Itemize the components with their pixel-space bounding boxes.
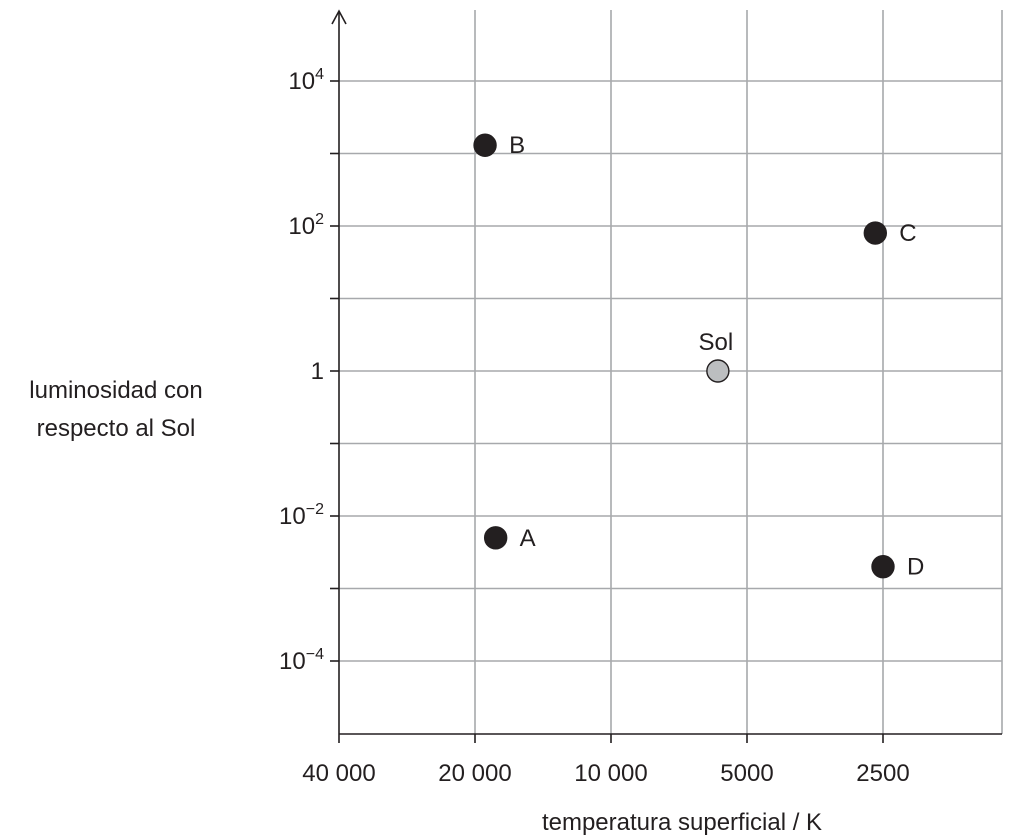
x-tick-label: 20 000 xyxy=(438,760,511,787)
y-tick-label: 104 xyxy=(288,66,324,95)
point-c xyxy=(863,221,888,245)
point-label-d: D xyxy=(907,554,924,581)
x-tick-label: 40 000 xyxy=(302,760,375,787)
x-tick-labels: 40 000 20 000 10 000 5000 2500 xyxy=(302,760,909,787)
point-label-sol: Sol xyxy=(699,329,734,356)
x-tick-label: 2500 xyxy=(856,760,909,787)
point-b xyxy=(473,133,497,157)
y-axis-title-line-2: respecto al Sol xyxy=(37,415,196,442)
axes xyxy=(330,9,1002,743)
point-label-c: C xyxy=(899,220,916,247)
point-a xyxy=(483,526,508,550)
y-axis-title-line-1: luminosidad con xyxy=(29,377,202,404)
y-tick-label: 1 xyxy=(311,358,324,385)
x-tick-label: 5000 xyxy=(720,760,773,787)
point-label-b: B xyxy=(509,132,525,159)
y-tick-label: 102 xyxy=(288,211,324,240)
data-points: B C Sol A D xyxy=(473,132,924,581)
x-axis-title: temperatura superficial / K xyxy=(542,809,822,836)
point-label-a: A xyxy=(520,525,536,552)
grid-lines xyxy=(339,10,1003,734)
y-tick-label: 10−4 xyxy=(279,646,324,675)
y-axis-arrow xyxy=(331,9,347,25)
y-tick-labels: 104 102 1 10−2 10−4 xyxy=(279,66,324,675)
y-tick-label: 10−2 xyxy=(279,501,324,530)
x-tick-label: 10 000 xyxy=(574,760,647,787)
point-d xyxy=(871,554,895,579)
point-sol xyxy=(706,359,730,383)
